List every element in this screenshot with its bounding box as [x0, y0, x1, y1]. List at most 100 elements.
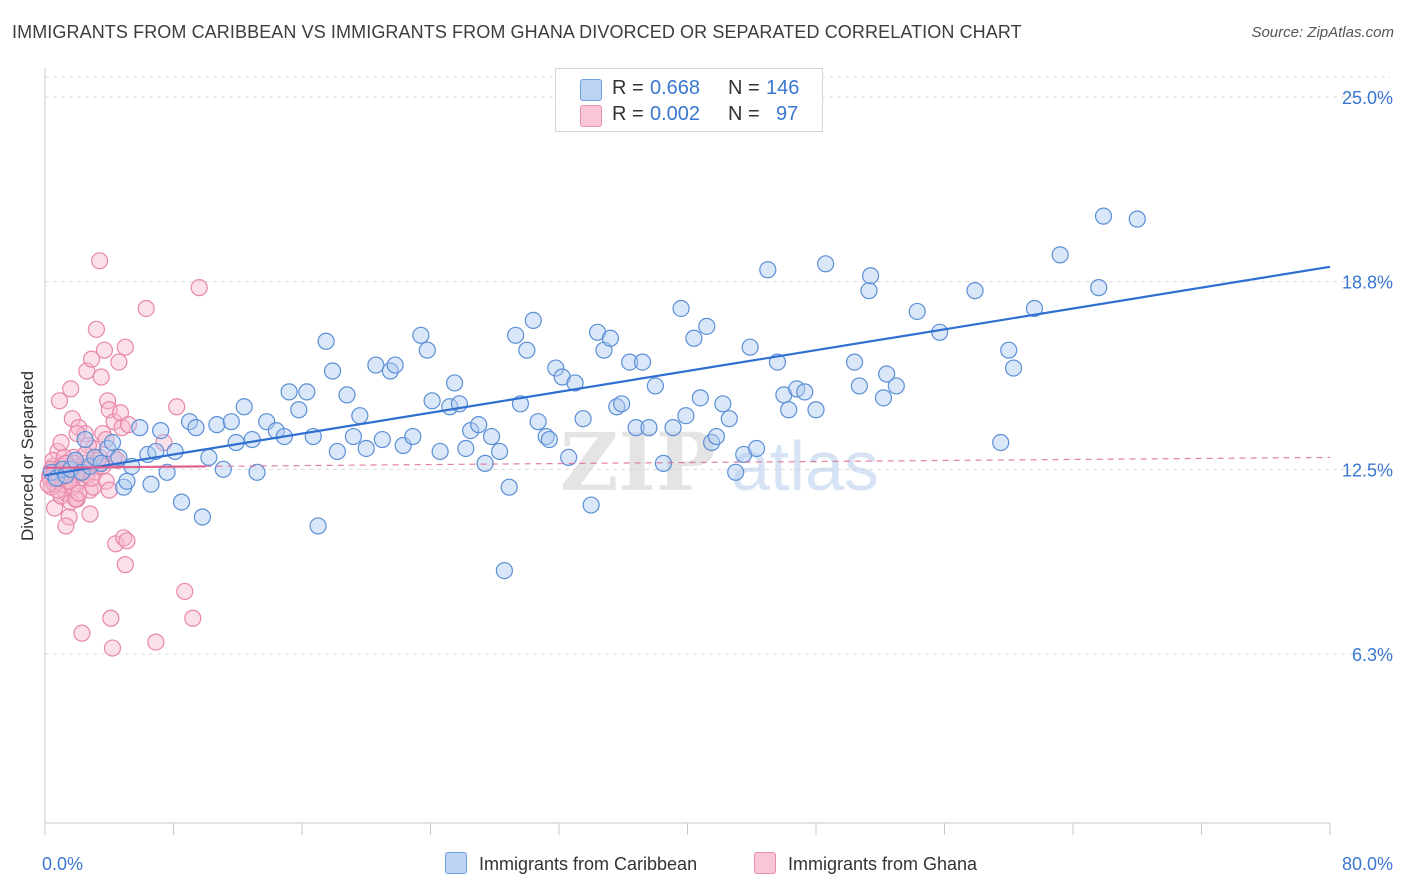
- caribbean-point: [524, 311, 542, 329]
- caribbean-point: [1025, 299, 1044, 318]
- caribbean-point: [373, 430, 391, 449]
- caribbean-point: [621, 353, 639, 371]
- ghana-point: [62, 380, 80, 398]
- caribbean-point: [707, 427, 726, 446]
- ghana-point: [111, 404, 130, 422]
- ghana-point: [190, 279, 208, 297]
- caribbean-point: [601, 329, 620, 347]
- ghana-point: [102, 609, 120, 627]
- caribbean-point: [495, 561, 513, 580]
- caribbean-point: [540, 430, 558, 449]
- caribbean-point: [537, 427, 555, 446]
- caribbean-point: [780, 401, 798, 419]
- caribbean-point: [152, 422, 170, 440]
- bottom-legend-label-caribbean: Immigrants from Caribbean: [479, 854, 698, 874]
- caribbean-point: [490, 442, 509, 461]
- caribbean-point: [222, 413, 240, 431]
- ghana-point: [147, 633, 165, 651]
- ghana-point: [116, 338, 134, 356]
- caribbean-point: [677, 407, 695, 425]
- y-tick-label: 18.8%: [1342, 273, 1393, 293]
- caribbean-point: [431, 442, 449, 461]
- caribbean-point: [654, 454, 673, 472]
- ghana-point: [119, 416, 138, 434]
- caribbean-point: [582, 496, 600, 514]
- ghana-point: [184, 609, 202, 627]
- ghana-point: [87, 320, 106, 338]
- ghana-trend-line: [44, 465, 206, 469]
- caribbean-point: [76, 430, 94, 449]
- caribbean-point: [418, 341, 436, 359]
- caribbean-point: [1051, 246, 1069, 264]
- caribbean-point: [992, 433, 1010, 452]
- legend-r-label: R =: [612, 103, 644, 125]
- caribbean-point: [235, 398, 253, 416]
- caribbean-point: [817, 255, 835, 273]
- ghana-point: [100, 481, 118, 499]
- ghana-point: [176, 582, 194, 601]
- ghana-point: [103, 639, 122, 657]
- legend-n-label: N =: [728, 77, 760, 99]
- caribbean-point: [142, 475, 160, 493]
- caribbean-point: [445, 374, 464, 392]
- caribbean-point: [574, 410, 592, 428]
- bottom-legend-swatch-caribbean: [445, 852, 467, 874]
- caribbean-point: [172, 493, 191, 511]
- ghana-point: [60, 508, 78, 526]
- caribbean-point: [1094, 207, 1113, 225]
- ghana-point: [52, 433, 70, 452]
- caribbean-point: [200, 448, 218, 467]
- caribbean-point: [796, 383, 814, 401]
- caribbean-point: [908, 302, 926, 321]
- caribbean-point: [874, 389, 893, 407]
- caribbean-point: [351, 407, 369, 425]
- caribbean-point: [298, 383, 316, 401]
- ghana-trend-line-dashed: [205, 456, 1331, 467]
- caribbean-point: [862, 267, 880, 285]
- caribbean-trend-line: [44, 265, 1331, 477]
- caribbean-point: [423, 392, 441, 410]
- ghana-point: [73, 624, 91, 642]
- caribbean-point: [323, 362, 342, 380]
- ghana-point: [116, 556, 134, 574]
- caribbean-point: [850, 377, 868, 395]
- caribbean-point: [386, 356, 404, 374]
- ghana-point: [118, 532, 136, 550]
- caribbean-point: [338, 386, 356, 404]
- caribbean-point: [887, 377, 905, 395]
- caribbean-point: [500, 478, 518, 496]
- legend-r-value: 0.668: [650, 77, 701, 99]
- caribbean-point: [507, 326, 525, 344]
- ghana-point: [115, 529, 133, 547]
- caribbean-point: [193, 508, 212, 526]
- caribbean-point: [966, 282, 984, 300]
- ghana-point: [137, 299, 155, 318]
- ghana-point: [70, 484, 88, 502]
- caribbean-point: [328, 442, 346, 461]
- caribbean-point: [482, 427, 501, 446]
- caribbean-point: [457, 439, 475, 458]
- ghana-point: [91, 252, 109, 270]
- caribbean-point: [248, 463, 266, 481]
- y-tick-label: 25.0%: [1342, 88, 1393, 108]
- legend-swatch-caribbean: [580, 79, 602, 101]
- caribbean-point: [807, 401, 825, 419]
- caribbean-point: [664, 419, 682, 437]
- legend-n-label: N =: [728, 103, 760, 125]
- caribbean-series: [42, 207, 1146, 580]
- caribbean-point: [672, 299, 690, 318]
- caribbean-point: [608, 398, 626, 416]
- caribbean-point: [470, 416, 488, 434]
- caribbean-point: [698, 317, 716, 335]
- bottom-legend-ghana: Immigrants from Ghana: [754, 852, 977, 875]
- caribbean-point: [860, 282, 878, 300]
- y-tick-label: 12.5%: [1342, 460, 1393, 480]
- y-axis-label: Divorced or Separated: [18, 370, 37, 542]
- caribbean-point: [166, 442, 184, 461]
- caribbean-point: [357, 439, 375, 458]
- caribbean-point: [92, 454, 110, 472]
- caribbean-point: [759, 261, 777, 279]
- legend-r-value: 0.002: [650, 103, 701, 125]
- caribbean-point: [685, 329, 703, 347]
